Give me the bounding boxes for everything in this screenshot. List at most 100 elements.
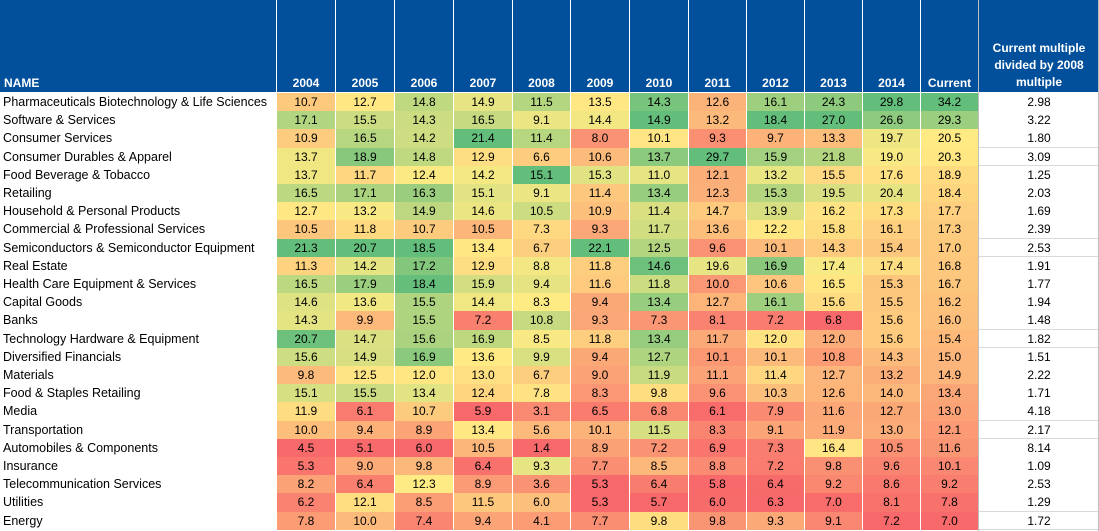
header-2004: 2004 [277, 0, 335, 92]
row-label: Materials [3, 368, 54, 382]
heat-cell: 15.3 [863, 275, 920, 294]
heat-cell: 7.2 [863, 511, 920, 530]
heat-cell: 4.5 [277, 438, 335, 457]
heat-cell: 7.4 [395, 511, 453, 530]
heat-cell: 10.6 [747, 275, 804, 294]
heat-cell: 10.5 [277, 220, 335, 239]
heat-cell: 16.9 [747, 256, 804, 275]
heat-cell: 14.3 [395, 111, 453, 130]
heat-cell: 16.5 [454, 111, 512, 130]
ratio-cell: 1.94 [979, 293, 1099, 312]
heat-cell: 13.7 [630, 147, 688, 166]
heat-cell: 17.3 [863, 202, 920, 221]
heat-cell: 29.8 [863, 93, 920, 112]
heat-cell: 13.2 [689, 111, 746, 130]
heat-cell: 9.9 [513, 347, 570, 366]
ratio-cell: 1.77 [979, 275, 1099, 294]
heat-cell: 9.8 [689, 511, 746, 530]
heat-cell: 15.1 [513, 165, 570, 184]
ratio-cell: 3.09 [979, 147, 1099, 166]
heat-cell: 7.0 [805, 493, 862, 512]
heat-cell: 16.5 [805, 275, 862, 294]
heat-cell: 6.0 [395, 438, 453, 457]
heat-cell: 7.7 [571, 511, 629, 530]
heat-cell: 15.3 [571, 165, 629, 184]
heat-cell: 15.6 [863, 329, 920, 348]
row-label: Technology Hardware & Equipment [3, 331, 199, 346]
row-label: Insurance [3, 459, 58, 473]
row-label: Consumer Services [3, 131, 113, 146]
header-2006: 2006 [395, 0, 453, 92]
heat-cell: 10.9 [571, 202, 629, 221]
heat-cell: 9.8 [395, 457, 453, 476]
heat-cell: 1.4 [513, 438, 570, 457]
heat-cell: 8.5 [395, 493, 453, 512]
heat-cell: 19.5 [805, 184, 862, 203]
heat-cell: 15.1 [454, 184, 512, 203]
ratio-cell: 2.17 [979, 420, 1099, 439]
heat-cell: 16.8 [921, 256, 978, 275]
heat-cell: 6.7 [513, 238, 570, 257]
heat-cell: 14.9 [921, 366, 978, 385]
heat-cell: 10.1 [921, 457, 978, 476]
heat-cell: 15.8 [805, 220, 862, 239]
heat-cell: 9.1 [747, 420, 804, 439]
heat-cell: 11.4 [630, 202, 688, 221]
heat-cell: 16.5 [336, 129, 394, 148]
heat-cell: 16.0 [921, 311, 978, 330]
header-2013: 2013 [805, 0, 862, 92]
heat-cell: 20.3 [921, 147, 978, 166]
row-label: Food & Staples Retailing [3, 386, 141, 401]
row-label: Household & Personal Products [3, 204, 181, 219]
heat-cell: 9.4 [513, 275, 570, 294]
heat-cell: 11.5 [454, 493, 512, 512]
heat-cell: 9.8 [630, 511, 688, 530]
heat-cell: 9.1 [513, 184, 570, 203]
heat-cell: 12.4 [454, 384, 512, 403]
row-label: Utilities [3, 495, 44, 510]
heat-cell: 16.4 [805, 438, 862, 457]
heat-cell: 8.2 [277, 475, 335, 494]
heat-cell: 8.3 [571, 384, 629, 403]
heat-cell: 6.0 [513, 493, 570, 512]
heat-cell: 12.0 [395, 366, 453, 385]
heat-cell: 9.8 [805, 457, 862, 476]
heat-cell: 11.3 [277, 256, 335, 275]
heat-cell: 10.5 [513, 202, 570, 221]
ratio-cell: 2.22 [979, 366, 1099, 385]
heat-cell: 27.0 [805, 111, 862, 130]
heat-cell: 5.3 [571, 475, 629, 494]
heat-cell: 13.6 [336, 293, 394, 312]
row-label: Banks [3, 313, 38, 328]
heat-cell: 11.8 [336, 220, 394, 239]
heat-cell: 14.9 [630, 111, 688, 130]
heat-cell: 10.9 [277, 129, 335, 148]
heat-cell: 13.4 [630, 293, 688, 312]
heat-cell: 6.6 [513, 147, 570, 166]
heat-cell: 9.4 [571, 293, 629, 312]
heat-cell: 7.8 [513, 384, 570, 403]
heat-cell: 13.7 [277, 165, 335, 184]
heat-cell: 19.6 [689, 256, 746, 275]
heat-cell: 14.6 [277, 293, 335, 312]
heat-cell: 3.6 [513, 475, 570, 494]
heat-cell: 19.0 [863, 147, 920, 166]
heat-cell: 14.8 [395, 147, 453, 166]
ratio-cell: 2.53 [979, 475, 1099, 494]
heat-cell: 16.5 [277, 184, 335, 203]
heat-cell: 8.5 [630, 457, 688, 476]
header-name: NAME [0, 0, 276, 92]
heat-cell: 11.8 [571, 329, 629, 348]
heat-cell: 6.7 [513, 366, 570, 385]
heat-cell: 12.6 [805, 384, 862, 403]
heat-cell: 14.3 [277, 311, 335, 330]
heat-cell: 11.5 [630, 420, 688, 439]
heat-cell: 14.4 [571, 111, 629, 130]
heat-cell: 9.4 [336, 420, 394, 439]
heat-cell: 21.3 [277, 238, 335, 257]
heat-cell: 15.5 [336, 111, 394, 130]
heat-cell: 17.1 [336, 184, 394, 203]
heat-cell: 13.4 [630, 329, 688, 348]
ratio-cell: 3.22 [979, 111, 1099, 130]
row-label: Semiconductors & Semiconductor Equipment [3, 240, 255, 255]
